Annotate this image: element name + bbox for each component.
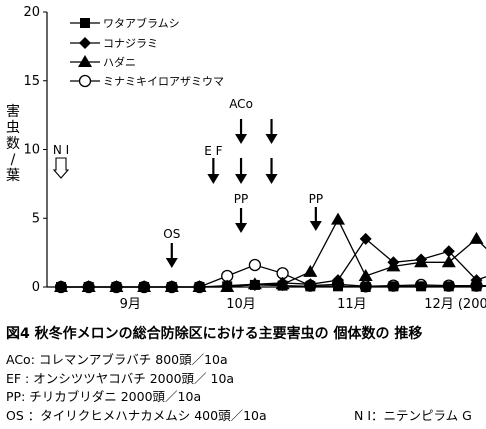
data-point: [388, 281, 399, 292]
data-point: [443, 281, 454, 292]
data-point: [469, 231, 484, 244]
legend-marker: [79, 37, 91, 49]
note-os: OS ：タイリクヒメハナカメムシ 400頭／10a: [6, 407, 267, 423]
arrow-down-icon: [235, 208, 248, 233]
arrow-down-icon: [265, 158, 278, 184]
arrow-down-icon: [309, 207, 322, 231]
arrow-down-icon: [265, 119, 278, 144]
legend-label: コナジラミ: [103, 37, 158, 50]
chart: 0 5 10 15 20 9月 10月 11月 12月 (2000) 害虫数/葉 ワタアブラム…: [6, 5, 486, 312]
note-ni: N I：ニテンピラム G: [354, 407, 472, 423]
y-tick-label: 15: [23, 74, 40, 89]
series-line: [61, 218, 486, 288]
data-point: [441, 255, 456, 268]
data-point: [249, 279, 260, 290]
x-tick-label: 9月: [120, 297, 141, 312]
arrow-down-icon: [235, 158, 248, 184]
data-point: [442, 245, 455, 258]
x-tick-label: 11月: [337, 297, 367, 312]
data-point: [331, 212, 345, 225]
data-point: [139, 282, 150, 292]
note-pp: PP: チリカブリダニ 2000頭／10a: [6, 389, 202, 404]
release-label: N I: [53, 143, 69, 157]
data-point: [416, 281, 427, 292]
data-point: [303, 264, 318, 277]
data-point: [415, 253, 428, 266]
y-tick-label: 5: [32, 211, 40, 226]
data-point: [471, 281, 482, 292]
data-point: [166, 282, 177, 292]
annotations: N I OS E F ACo PP PP: [52, 97, 323, 268]
x-tick-label: 10月: [226, 297, 256, 312]
arrow-down-icon: [165, 243, 178, 268]
release-label: PP: [309, 192, 323, 206]
notes: ACo: コレマンアブラバチ 800頭／10a EF : オンシツツヤコバチ 2…: [6, 351, 472, 426]
legend-marker: [78, 55, 92, 67]
y-axis-label: 害虫数/葉: [6, 104, 20, 184]
legend-marker: [80, 18, 90, 28]
note-aco: ACo: コレマンアブラバチ 800頭／10a: [6, 352, 228, 367]
x-tick-label: 12月 (2000): [424, 297, 486, 312]
y-tick-label: 20: [23, 5, 40, 20]
legend-marker: [78, 74, 92, 88]
y-tick-label: 0: [32, 280, 40, 295]
data-point: [111, 282, 122, 292]
data-point: [222, 281, 233, 292]
series-group: [54, 212, 486, 294]
legend-label: ミナミキイロアザミウマ: [103, 75, 224, 88]
data-point: [277, 280, 288, 291]
note-ef: EF : オンシツツヤコバチ 2000頭／ 10a: [6, 370, 235, 386]
figure-caption: 図4 秋冬作メロンの総合防除区における主要害虫の 個体数の 推移: [6, 326, 423, 342]
data-point: [359, 232, 372, 245]
arrow-down-icon: [207, 158, 220, 184]
open-arrow-icon: [52, 157, 70, 179]
data-point: [83, 282, 94, 292]
legend-label: ハダニ: [103, 55, 136, 69]
data-point: [387, 256, 400, 269]
release-label: ACo: [229, 97, 253, 111]
release-label: OS: [163, 227, 180, 241]
data-point: [333, 281, 343, 292]
data-point: [56, 282, 66, 292]
data-point: [358, 269, 373, 281]
y-axis-ticks: 0 5 10 15 20: [23, 5, 47, 295]
series-square: [56, 279, 486, 292]
legend-label: ワタアブラムシ: [103, 16, 180, 30]
y-tick-label: 10: [23, 143, 40, 158]
release-label: PP: [234, 192, 248, 206]
data-point: [194, 282, 205, 292]
data-point: [360, 282, 371, 292]
release-label: E F: [204, 144, 222, 158]
data-point: [248, 258, 262, 272]
data-point: [305, 281, 316, 292]
x-axis-ticks: 9月 10月 11月 12月 (2000): [60, 287, 486, 312]
arrow-down-icon: [235, 119, 248, 144]
note-os-row: OS ：タイリクヒメハナカメムシ 400頭／10a N I：ニテンピラム G: [6, 407, 472, 426]
